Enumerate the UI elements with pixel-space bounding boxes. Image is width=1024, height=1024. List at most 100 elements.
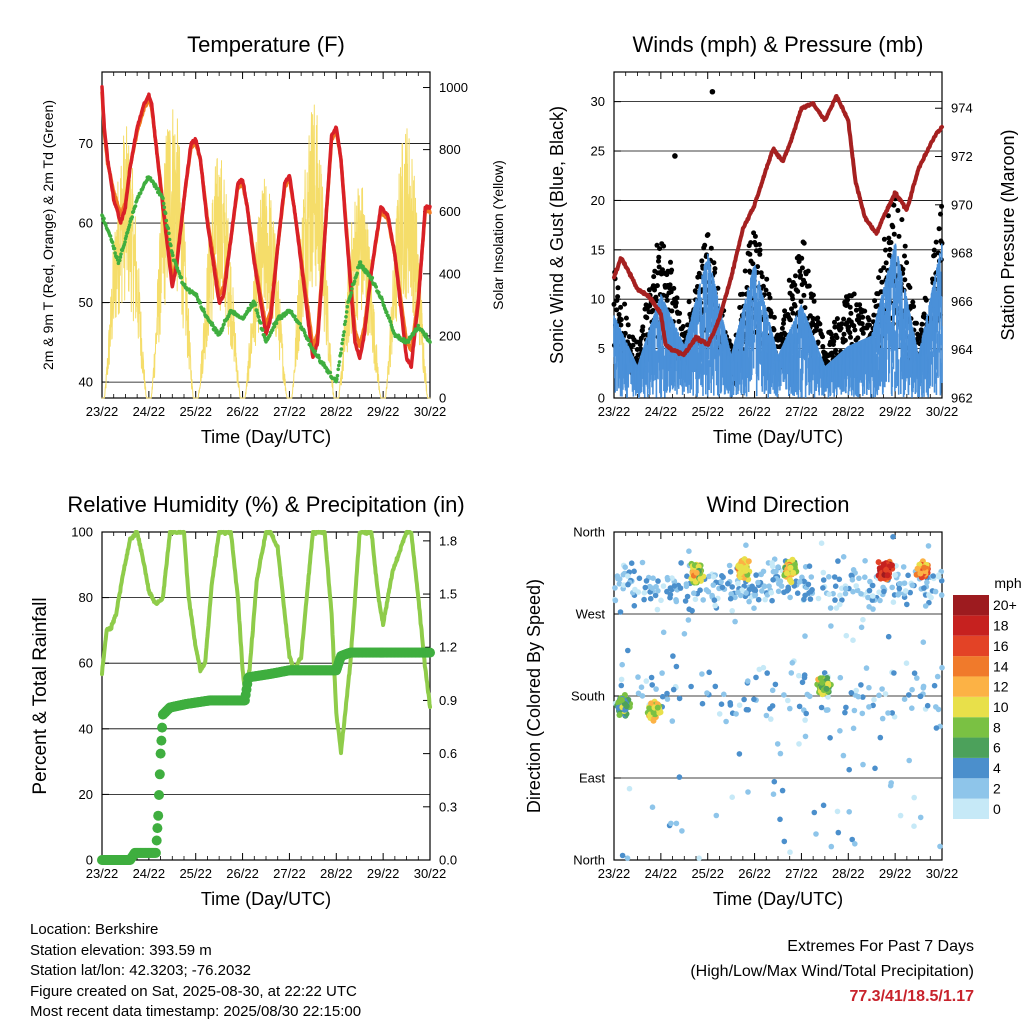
direction-point — [743, 542, 749, 548]
dewpoint-point — [163, 211, 168, 216]
direction-point — [787, 594, 793, 601]
chart-title: Winds (mph) & Pressure (mb) — [633, 32, 924, 57]
direction-point — [803, 710, 809, 717]
gust-point — [923, 297, 929, 303]
direction-point — [834, 808, 841, 815]
direction-point — [755, 596, 762, 603]
direction-point — [624, 855, 631, 861]
precip-point — [155, 748, 166, 759]
precip-point — [153, 810, 164, 821]
gust-point — [921, 311, 927, 317]
y-tick-label: 60 — [79, 656, 93, 671]
chart-title: Wind Direction — [706, 492, 849, 517]
direction-point — [909, 686, 915, 693]
rh-line — [100, 530, 432, 756]
y-tick-label: 80 — [79, 590, 93, 605]
direction-point — [735, 589, 741, 596]
direction-point — [801, 596, 807, 603]
direction-point — [828, 843, 835, 850]
direction-point — [835, 558, 841, 564]
dewpoint-series — [100, 175, 432, 384]
y-tick-label: North — [573, 853, 605, 868]
direction-point — [892, 572, 898, 578]
gust-point — [702, 242, 708, 248]
direction-point — [897, 812, 904, 819]
direction-point — [807, 588, 814, 595]
direction-point — [907, 589, 913, 596]
direction-point — [781, 838, 788, 845]
dewpoint-point — [202, 310, 207, 314]
direction-point — [617, 609, 624, 615]
direction-point — [866, 587, 873, 594]
dewpoint-point — [355, 271, 360, 276]
y2-tick-label: 0.0 — [439, 853, 457, 868]
gust-point — [708, 245, 714, 251]
direction-point — [820, 585, 826, 591]
dewpoint-point — [343, 319, 348, 324]
direction-point — [825, 707, 831, 713]
colorbar-label: 4 — [993, 760, 1001, 776]
direction-point — [709, 592, 715, 599]
direction-point — [678, 560, 684, 566]
direction-point — [789, 660, 796, 666]
gust-point — [820, 334, 825, 340]
y-tick-label: West — [576, 607, 606, 622]
y2-tick-label: 800 — [439, 142, 461, 157]
direction-point — [831, 574, 838, 580]
colorbar-swatch — [953, 778, 989, 799]
direction-point — [805, 581, 812, 588]
direction-point — [664, 690, 670, 697]
direction-point — [924, 579, 930, 586]
gust-point — [885, 213, 891, 219]
latlon-text: Station lat/lon: 42.3203; -76.2032 — [30, 962, 252, 979]
direction-point — [751, 586, 758, 592]
direction-point — [828, 623, 834, 629]
direction-point — [869, 582, 876, 589]
direction-point — [619, 852, 626, 859]
direction-point — [895, 592, 901, 598]
y-axis-label: Direction (Colored By Speed) — [524, 579, 544, 813]
direction-point — [710, 582, 717, 588]
direction-point — [621, 582, 627, 588]
gust-point — [832, 319, 837, 325]
y2-tick-label: 1.8 — [439, 533, 457, 548]
gust-point — [802, 280, 808, 286]
direction-point — [889, 710, 895, 716]
direction-point — [799, 679, 806, 686]
x-tick-label: 24/22 — [133, 404, 166, 419]
direction-point — [909, 705, 915, 711]
direction-point — [727, 700, 733, 706]
direction-point — [760, 664, 767, 671]
gust-point — [883, 260, 889, 266]
direction-point — [676, 695, 683, 702]
gust-point — [618, 304, 624, 310]
colorbar-label: 20+ — [993, 597, 1017, 613]
gust-point — [833, 347, 839, 353]
direction-point — [685, 617, 692, 623]
gust-point — [883, 247, 888, 253]
direction-point — [881, 588, 887, 595]
direction-point — [926, 592, 932, 598]
dewpoint-point — [342, 322, 347, 327]
dewpoint-point — [349, 291, 354, 295]
direction-point — [682, 598, 689, 604]
direction-point — [781, 589, 787, 596]
direction-cluster-point — [883, 566, 890, 573]
gust-point — [859, 321, 865, 327]
direction-point — [787, 849, 793, 855]
direction-point — [684, 573, 690, 579]
direction-point — [930, 573, 936, 579]
dewpoint-point — [335, 377, 339, 382]
direction-point — [924, 702, 931, 709]
dewpoint-point — [328, 370, 333, 375]
x-tick-label: 30/22 — [926, 404, 959, 419]
x-tick-label: 28/22 — [832, 866, 865, 881]
gust-point — [845, 297, 851, 303]
direction-point — [890, 599, 897, 605]
gust-point — [860, 314, 866, 320]
direction-point — [642, 584, 649, 591]
gust-point — [760, 283, 766, 289]
direction-cluster-point — [693, 569, 700, 576]
y-tick-label: 0 — [86, 853, 93, 868]
direction-point — [866, 704, 872, 710]
